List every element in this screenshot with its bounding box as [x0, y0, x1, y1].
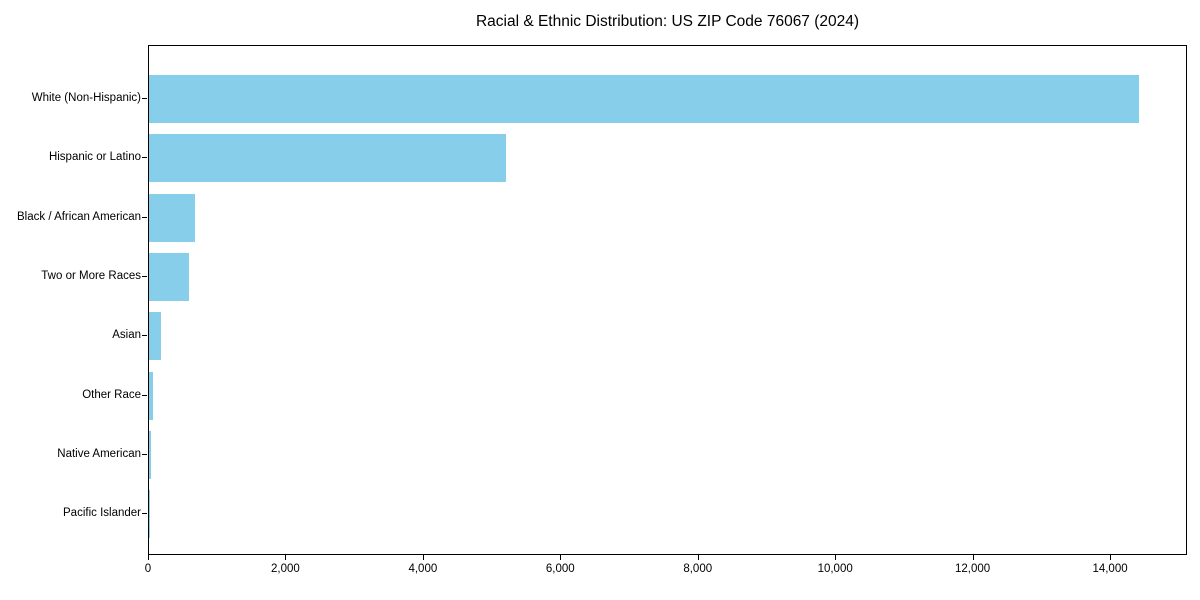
y-tick-mark	[142, 275, 147, 277]
bar	[149, 75, 1139, 123]
y-tick-mark	[142, 157, 147, 159]
y-tick-mark	[142, 394, 147, 396]
plot-area	[148, 45, 1187, 555]
y-tick-mark	[142, 98, 147, 99]
x-tick-label: 0	[144, 563, 152, 575]
y-tick-mark	[142, 513, 147, 515]
x-tick-label: 2,000	[271, 563, 300, 575]
x-tick-mark	[972, 555, 974, 560]
x-tick-label: 14,000	[1092, 563, 1128, 575]
x-tick-label: 10,000	[817, 563, 853, 575]
x-axis: 0 2,000 4,000 6,000 8,000 10,000 12,000 14,000	[144, 555, 1187, 585]
x-tick-label: 12,000	[955, 563, 991, 575]
y-tick-label: Asian	[112, 329, 141, 342]
y-tick-mark	[142, 453, 147, 455]
y-tick-label: Native American	[57, 447, 141, 460]
bar	[149, 312, 162, 361]
bar	[149, 252, 189, 301]
x-tick-mark	[422, 555, 424, 560]
bar	[149, 134, 507, 183]
chart-title: Racial & Ethnic Distribution: US ZIP Cod…	[475, 13, 860, 30]
y-tick-label: Black / African American	[17, 210, 141, 223]
x-tick-mark	[285, 555, 287, 560]
bar	[149, 371, 154, 420]
x-tick-label: 8,000	[683, 563, 713, 575]
x-tick-mark	[1110, 555, 1112, 560]
x-tick-mark	[697, 555, 699, 560]
x-tick-label: 4,000	[408, 563, 438, 575]
x-tick-mark	[835, 555, 837, 560]
y-tick-label: Other Race	[82, 388, 141, 401]
bar	[149, 193, 196, 242]
y-tick-label: White (Non-Hispanic)	[31, 92, 141, 104]
y-tick-mark	[142, 335, 147, 337]
y-tick-mark	[142, 216, 147, 218]
x-tick-mark	[560, 555, 562, 560]
x-tick-label: 6,000	[545, 563, 575, 575]
bar	[149, 430, 151, 479]
y-tick-label: Two or More Races	[41, 269, 141, 282]
y-tick-label: Hispanic or Latino	[48, 151, 141, 164]
y-tick-label: Pacific Islander	[63, 507, 141, 520]
y-axis-labels: White (Non-Hispanic) Hispanic or Latino Bl…	[0, 45, 141, 555]
x-tick-mark	[148, 555, 149, 560]
